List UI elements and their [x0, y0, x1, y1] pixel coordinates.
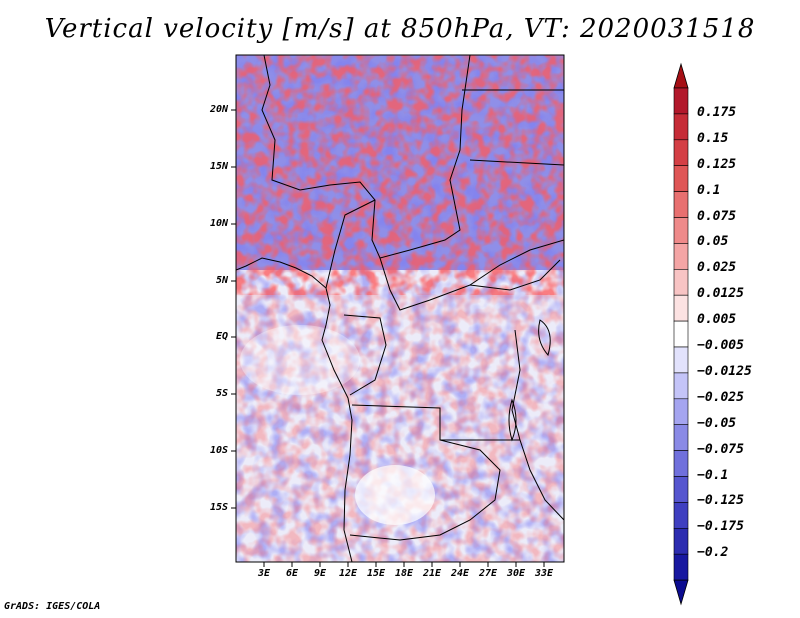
- colorbar-label: 0.005: [697, 312, 737, 328]
- colorbar-label: −0.075: [697, 441, 744, 457]
- border-car: [379, 257, 561, 311]
- border-sudan: [469, 239, 564, 286]
- colorbar-label: 0.0125: [697, 286, 744, 302]
- ocean-calm: [240, 325, 360, 395]
- colorbar-swatch: [673, 346, 689, 374]
- colorbar-label: 0.05: [697, 234, 729, 250]
- colorbar-swatch: [673, 527, 689, 555]
- lon-label-15e: 15E: [366, 568, 386, 579]
- coastlines-borders: [236, 55, 564, 562]
- lat-label-15n: 15N: [209, 161, 228, 172]
- colorbar-label: 0.025: [697, 260, 737, 276]
- colorbar-swatch: [673, 217, 689, 244]
- colorbar-label: −0.2: [697, 545, 729, 561]
- colorbar-swatch: [673, 87, 689, 115]
- lon-label-12e: 12E: [338, 568, 358, 579]
- colorbar-label: −0.025: [697, 389, 744, 405]
- lon-label-33e: 33E: [534, 568, 554, 579]
- colorbar-label: 0.15: [697, 130, 729, 146]
- lat-label-10n: 10N: [209, 218, 228, 229]
- lon-label-24e: 24E: [450, 568, 470, 579]
- border-angola: [349, 404, 501, 541]
- border-misc: [440, 89, 564, 441]
- lat-label-15s: 15S: [209, 502, 228, 513]
- lakes: [508, 319, 551, 442]
- colorbar-label: 0.125: [697, 156, 737, 172]
- lon-label-21e: 21E: [422, 568, 442, 579]
- lat-label-20n: 20N: [209, 104, 228, 115]
- lat-label-eq: EQ: [215, 331, 228, 342]
- colorbar-label: −0.05: [697, 415, 737, 431]
- colorbar-swatch: [673, 113, 689, 141]
- colorbar-swatch: [673, 165, 689, 192]
- colorbar-swatch: [673, 243, 689, 270]
- colorbar-swatch: [673, 268, 689, 296]
- colorbar-swatch: [673, 398, 689, 425]
- colorbar-bottom-arrow: [673, 579, 689, 606]
- lon-label-3e: 3E: [257, 568, 271, 579]
- colorbar-label: 0.175: [697, 104, 737, 120]
- colorbar-label: −0.005: [697, 338, 744, 353]
- colorbar-label: −0.125: [697, 493, 744, 509]
- colorbar-label: −0.1: [697, 467, 729, 483]
- colorbar-swatch: [673, 502, 689, 529]
- uplift-texture-north: [236, 55, 564, 295]
- colorbar-swatch: [673, 553, 689, 581]
- colorbar-swatch: [673, 139, 689, 167]
- field-map: [236, 55, 564, 562]
- footer-credit: GrADS: IGES/COLA: [4, 601, 101, 612]
- colorbar-swatch: [673, 372, 689, 400]
- lon-label-9e: 9E: [313, 568, 327, 579]
- colorbar-swatch: [673, 450, 689, 477]
- colorbar-swatch: [673, 294, 689, 322]
- border-nigeria: [325, 199, 376, 289]
- colorbar: [673, 62, 689, 606]
- colorbar-label: −0.175: [697, 519, 744, 535]
- lat-label-5s: 5S: [215, 388, 228, 399]
- lon-label-18e: 18E: [394, 568, 414, 579]
- lon-label-6e: 6E: [285, 568, 299, 579]
- colorbar-label: 0.1: [697, 182, 721, 198]
- colorbar-label: −0.0125: [697, 363, 752, 379]
- border-gabon-congo: [343, 314, 387, 396]
- map-frame: [235, 54, 565, 563]
- angola-plateau: [355, 465, 435, 525]
- lat-label-5n: 5N: [215, 275, 228, 286]
- colorbar-swatch: [673, 320, 689, 348]
- colorbar-swatch: [673, 476, 689, 503]
- border-north: [261, 55, 471, 259]
- chart-title: Vertical velocity [m/s] at 850hPa, VT: 2…: [44, 14, 756, 44]
- axis-ticks: [231, 109, 545, 567]
- colorbar-label: 0.075: [697, 208, 737, 224]
- colorbar-swatch: [673, 191, 689, 218]
- lon-label-30e: 30E: [506, 568, 526, 579]
- west-coastline: [236, 257, 353, 562]
- lon-label-27e: 27E: [478, 568, 498, 579]
- lat-label-10s: 10S: [209, 445, 228, 456]
- colorbar-top-arrow: [673, 62, 689, 89]
- colorbar-swatch: [673, 424, 689, 451]
